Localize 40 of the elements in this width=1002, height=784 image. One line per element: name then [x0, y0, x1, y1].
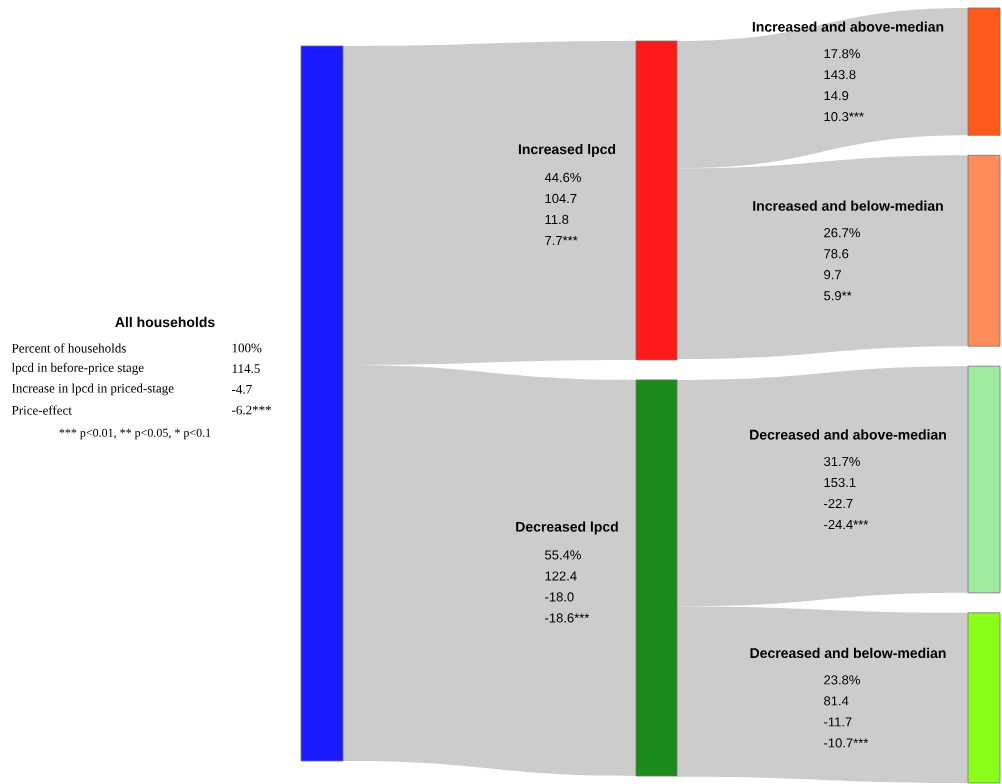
category-label: All households	[115, 316, 215, 328]
category-label: Increased lpcd	[518, 143, 616, 157]
data-label: 5.9**	[824, 291, 852, 301]
data-label: 7.7***	[545, 235, 578, 245]
data-label: 100%	[232, 343, 262, 353]
data-label: 9.7	[824, 270, 841, 280]
category-label: Decreased and below-median	[750, 647, 946, 659]
category-label: Increased and below-median	[753, 200, 943, 211]
data-label: 10.3***	[824, 112, 864, 122]
text: lpcd in before-price stage	[11, 362, 144, 375]
data-label: -18.0	[545, 592, 574, 602]
data-label: 153.1	[824, 477, 856, 488]
data-label: 11.8	[545, 214, 569, 225]
data-label: -10.7***	[824, 738, 869, 748]
data-label: 26.7%	[824, 228, 860, 238]
data-label: 31.7%	[824, 456, 860, 467]
data-label: 44.6%	[544, 172, 581, 183]
text: *** p<0.01, ** p<0.05, * p<0.1	[59, 428, 211, 440]
data-label: 104.7	[545, 193, 577, 204]
data-label: 23.8%	[824, 675, 860, 685]
data-label: 78.6	[824, 249, 849, 259]
category-label: Increased and above-median	[752, 21, 944, 32]
data-label: 114.5	[232, 364, 260, 374]
text: Increase in lpcd in priced-stage	[12, 383, 174, 396]
data-label: 55.4%	[545, 550, 581, 560]
data-label: -22.7	[824, 498, 853, 509]
text: Percent of households	[11, 343, 126, 353]
data-label: -18.6***	[545, 613, 590, 623]
data-label: -24.4***	[824, 519, 869, 530]
category-label: Decreased and above-median	[750, 429, 946, 440]
data-label: 122.4	[545, 571, 577, 581]
data-label: 81.4	[824, 696, 849, 706]
data-label: -6.2***	[232, 405, 271, 415]
data-label: -11.7	[824, 717, 852, 727]
data-label: 17.8%	[824, 49, 860, 59]
data-label: -4.7	[232, 385, 252, 394]
category-label: Decreased lpcd	[516, 521, 618, 535]
data-label: 143.8	[824, 70, 856, 80]
text: Price-effect	[11, 405, 72, 415]
data-label: 14.9	[824, 91, 849, 101]
